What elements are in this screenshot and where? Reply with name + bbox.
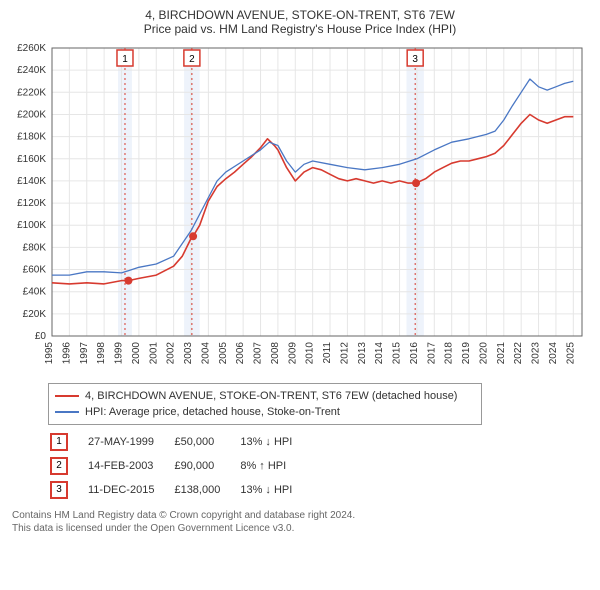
svg-text:2005: 2005 [218,342,229,365]
svg-text:2010: 2010 [305,342,316,365]
event-badge: 3 [50,481,68,499]
svg-text:1998: 1998 [96,342,107,365]
svg-text:2007: 2007 [253,342,264,365]
svg-text:1: 1 [122,54,128,65]
svg-text:2017: 2017 [426,342,437,365]
svg-text:£80K: £80K [23,242,47,253]
svg-text:2020: 2020 [478,342,489,365]
chart-title: 4, BIRCHDOWN AVENUE, STOKE-ON-TRENT, ST6… [8,8,592,36]
svg-text:1999: 1999 [114,342,125,365]
attribution: Contains HM Land Registry data © Crown c… [12,509,592,535]
legend: 4, BIRCHDOWN AVENUE, STOKE-ON-TRENT, ST6… [48,383,482,425]
attribution-line-2: This data is licensed under the Open Gov… [12,522,592,535]
svg-text:2022: 2022 [513,342,524,365]
event-row: 2 14-FEB-2003£90,0008% ↑ HPI [50,455,310,477]
legend-swatch-property [55,395,79,397]
legend-row-hpi: HPI: Average price, detached house, Stok… [55,404,475,420]
event-price: £138,000 [174,479,238,501]
svg-text:2002: 2002 [166,342,177,365]
legend-label-property: 4, BIRCHDOWN AVENUE, STOKE-ON-TRENT, ST6… [85,390,457,402]
svg-text:2011: 2011 [322,342,333,364]
svg-text:2004: 2004 [200,342,211,365]
svg-text:£20K: £20K [23,309,47,320]
price-chart: £0 £20K £40K £60K £80K £100K £120K £140K £160K £1… [8,42,592,375]
svg-text:£40K: £40K [23,287,47,298]
event-delta: 13% ↓ HPI [240,479,310,501]
svg-text:1996: 1996 [61,342,72,365]
title-line-2: Price paid vs. HM Land Registry's House … [8,22,592,36]
event-delta: 8% ↑ HPI [240,455,310,477]
event-price: £90,000 [174,455,238,477]
svg-text:2016: 2016 [409,342,420,365]
event-date: 27-MAY-1999 [88,431,172,453]
svg-text:£240K: £240K [17,65,46,76]
svg-text:£180K: £180K [17,132,46,143]
svg-text:2025: 2025 [565,342,576,365]
svg-text:2008: 2008 [270,342,281,365]
svg-text:1997: 1997 [79,342,90,365]
svg-text:2013: 2013 [357,342,368,365]
svg-text:2024: 2024 [548,342,559,365]
svg-text:2018: 2018 [444,342,455,365]
svg-text:2021: 2021 [496,342,507,365]
svg-text:3: 3 [412,54,418,65]
legend-row-property: 4, BIRCHDOWN AVENUE, STOKE-ON-TRENT, ST6… [55,388,475,404]
events-table: 127-MAY-1999£50,00013% ↓ HPI214-FEB-2003… [48,429,312,503]
svg-text:2023: 2023 [531,342,542,365]
event-date: 14-FEB-2003 [88,455,172,477]
svg-text:2006: 2006 [235,342,246,365]
event-row: 1 27-MAY-1999£50,00013% ↓ HPI [50,431,310,453]
svg-text:2: 2 [189,54,195,65]
svg-text:2015: 2015 [392,342,403,365]
event-delta: 13% ↓ HPI [240,431,310,453]
svg-text:2000: 2000 [131,342,142,365]
svg-text:£220K: £220K [17,87,46,98]
event-date: 11-DEC-2015 [88,479,172,501]
svg-text:£140K: £140K [17,176,46,187]
title-line-1: 4, BIRCHDOWN AVENUE, STOKE-ON-TRENT, ST6… [8,8,592,22]
chart-svg: £0 £20K £40K £60K £80K £100K £120K £140K £160K £1… [8,42,592,372]
svg-text:£260K: £260K [17,43,46,54]
event-badge: 1 [50,433,68,451]
svg-text:2012: 2012 [339,342,350,365]
svg-text:2009: 2009 [287,342,298,365]
svg-text:2003: 2003 [183,342,194,365]
svg-text:2014: 2014 [374,342,385,365]
event-price: £50,000 [174,431,238,453]
legend-swatch-hpi [55,411,79,413]
attribution-line-1: Contains HM Land Registry data © Crown c… [12,509,592,522]
event-row: 3 11-DEC-2015£138,00013% ↓ HPI [50,479,310,501]
svg-text:£160K: £160K [17,154,46,165]
svg-text:£60K: £60K [23,265,47,276]
svg-text:1995: 1995 [44,342,55,365]
legend-label-hpi: HPI: Average price, detached house, Stok… [85,406,340,418]
event-badge: 2 [50,457,68,475]
svg-text:£0: £0 [35,331,47,342]
svg-text:£200K: £200K [17,109,46,120]
svg-text:£120K: £120K [17,198,46,209]
svg-text:£100K: £100K [17,220,46,231]
svg-text:2001: 2001 [148,342,159,365]
svg-text:2019: 2019 [461,342,472,365]
